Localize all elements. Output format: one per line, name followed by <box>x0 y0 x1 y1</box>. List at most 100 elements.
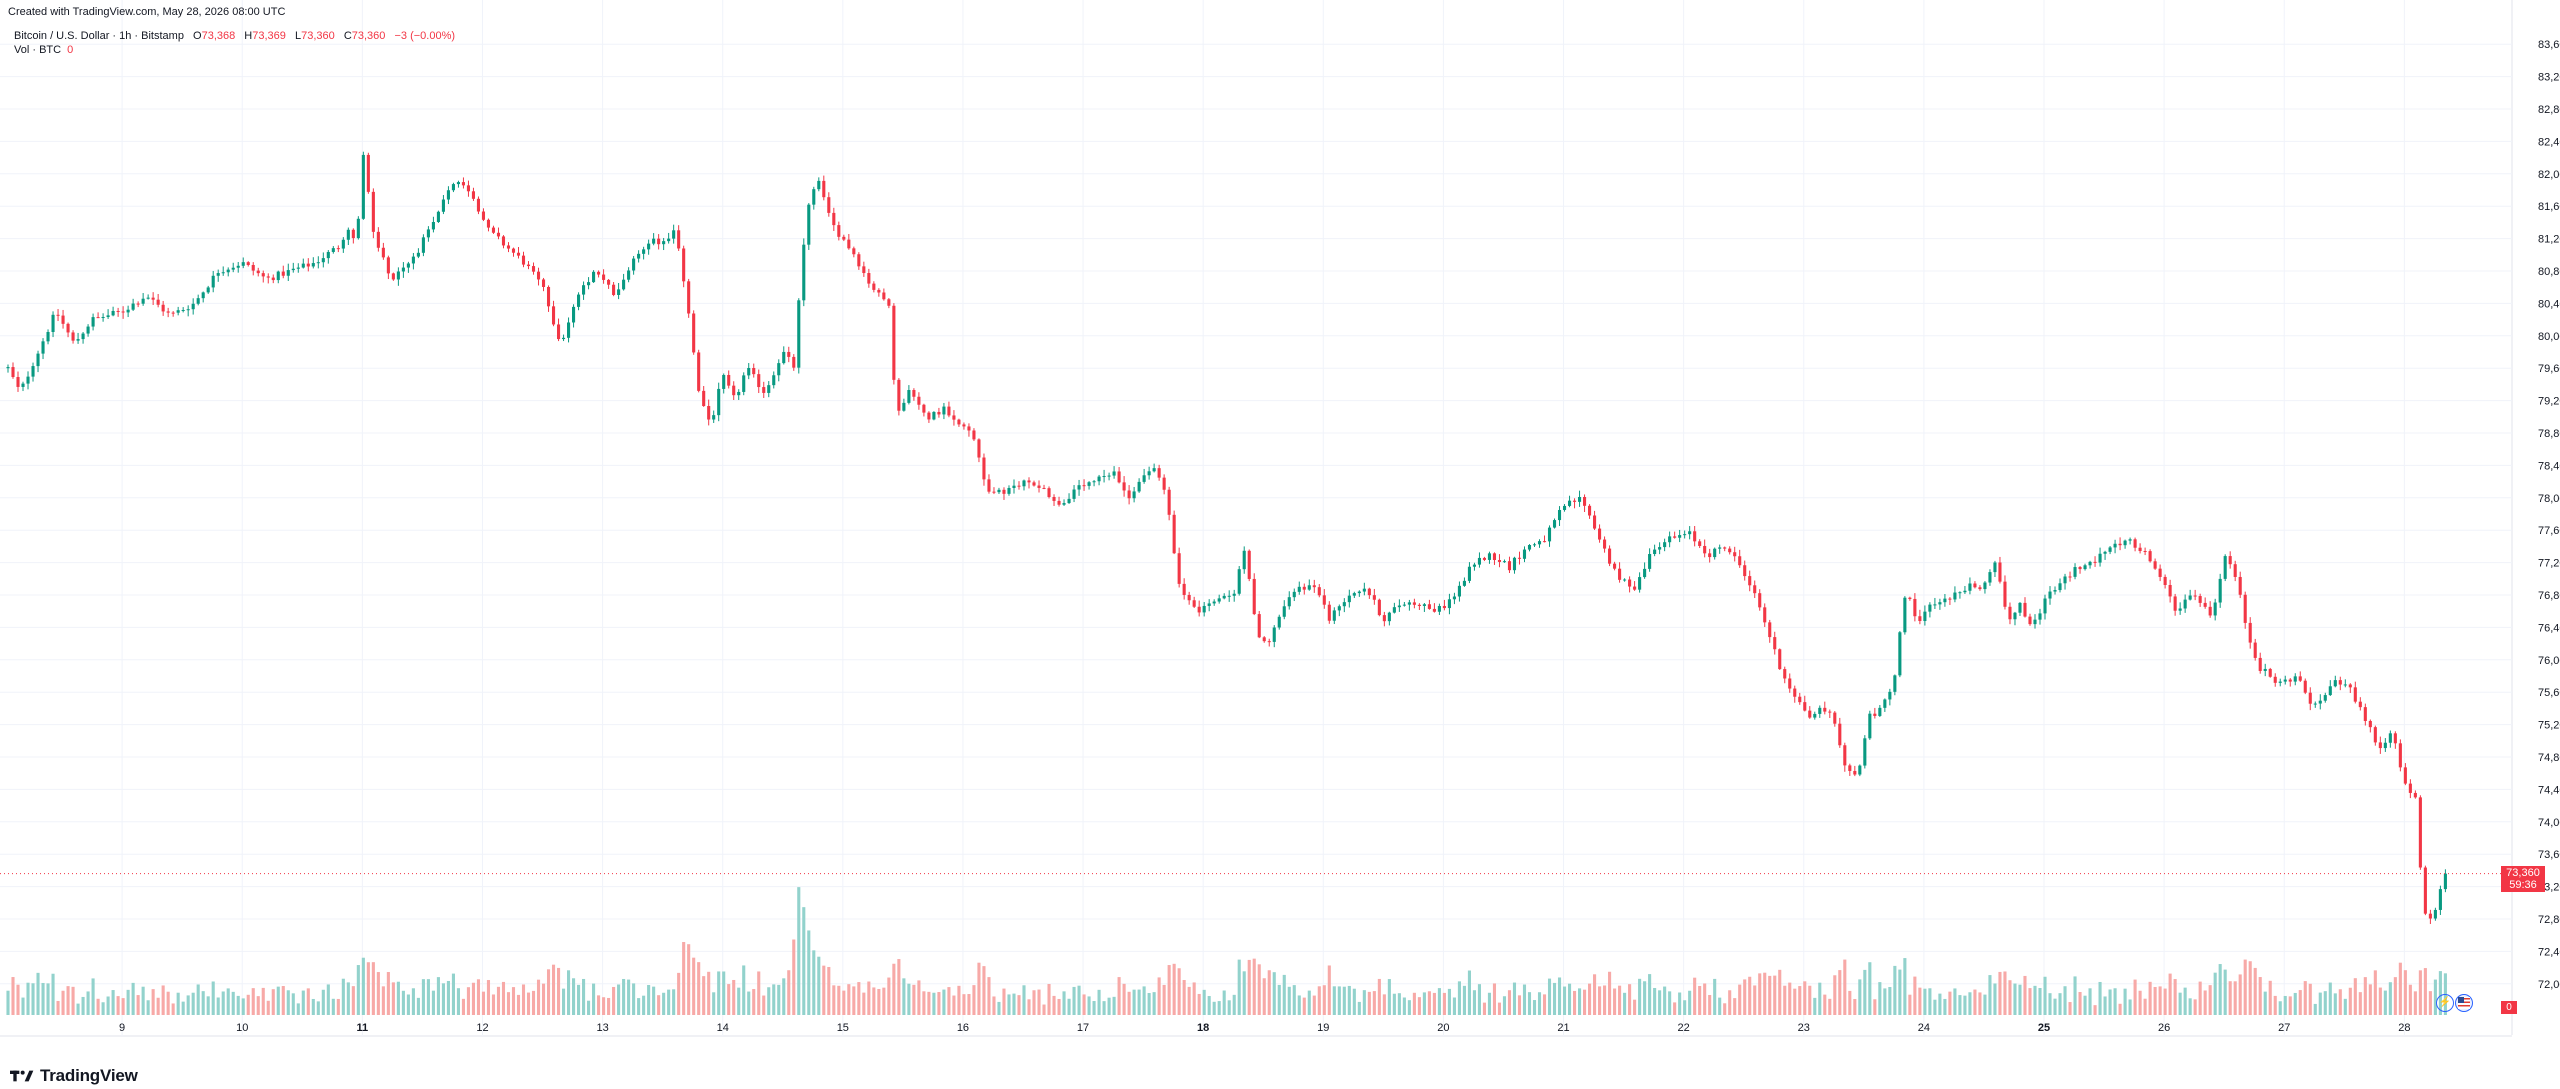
volume-bar <box>2188 998 2192 1015</box>
volume-bar <box>196 984 200 1015</box>
candle-body <box>1537 541 1542 545</box>
candle-body <box>51 314 55 332</box>
volume-bar <box>922 991 926 1015</box>
candle-body <box>602 274 606 280</box>
volume-bar <box>2378 987 2382 1015</box>
volume-bar <box>1027 999 1031 1015</box>
brand-name: TradingView <box>40 1066 138 1085</box>
volume-bar <box>862 992 866 1015</box>
volume-bar <box>2113 988 2117 1015</box>
candle-body <box>852 248 856 255</box>
candle-body <box>1357 591 1361 594</box>
volume-bar <box>1547 978 1552 1015</box>
us-flag-event-icon[interactable] <box>2455 994 2473 1012</box>
candle-body <box>2028 616 2032 625</box>
candle-body <box>1277 616 1281 628</box>
candle-body <box>1312 585 1316 588</box>
candle-body <box>1087 482 1091 486</box>
candle-body <box>607 279 611 285</box>
price-tick-label: 78,400 <box>2538 460 2560 472</box>
price-tick-label: 76,000 <box>2538 655 2560 667</box>
candle-body <box>997 489 1001 493</box>
volume-bar <box>1392 993 1396 1015</box>
candle-body <box>992 491 996 493</box>
candle-body <box>431 221 435 230</box>
candle-body <box>2323 695 2327 701</box>
candle-body <box>712 415 716 420</box>
time-axis[interactable]: 9 10 11 12 13 14 15 16 17 18 19 20 21 22 23 24 25 26 27 28 <box>119 1022 2410 1034</box>
volume-bar <box>1633 999 1637 1015</box>
volume-bar <box>1022 985 1026 1015</box>
volume-bar <box>2013 983 2017 1015</box>
candle-body <box>181 310 185 312</box>
volume-bar <box>912 984 916 1015</box>
candle-body <box>1723 547 1727 549</box>
volume-bar <box>1788 982 1792 1015</box>
volume-bar <box>181 1001 185 1015</box>
volume-bar <box>1588 983 1592 1015</box>
candle-body <box>1567 500 1572 506</box>
candle-body <box>872 283 876 290</box>
lightning-event-icon[interactable]: ⚡ <box>2436 994 2454 1012</box>
volume-bar <box>1492 983 1497 1015</box>
volume-bar <box>516 994 521 1015</box>
volume-bar <box>1758 973 1762 1015</box>
candle-body <box>171 312 175 314</box>
volume-bar <box>531 990 536 1015</box>
volume-title[interactable]: Vol · BTC <box>14 44 62 56</box>
candle-body <box>481 211 486 220</box>
price-axis[interactable]: 72,00072,40072,80073,20073,60074,00074,4… <box>2538 39 2560 991</box>
volume-bar <box>1187 986 1191 1015</box>
candle-body <box>577 294 581 307</box>
volume-bar <box>66 986 70 1015</box>
volume-bar <box>2413 991 2417 1015</box>
volume-bar <box>2068 1002 2072 1015</box>
candle-body <box>1057 500 1061 505</box>
volume-bar <box>1277 984 1281 1015</box>
volume-bar <box>1252 958 1256 1015</box>
candle-body <box>2218 578 2222 603</box>
volume-bar <box>91 978 95 1015</box>
volume-bar <box>1452 997 1456 1015</box>
candle-body <box>1577 496 1582 502</box>
candle-body <box>1427 604 1431 609</box>
candle-body <box>2373 727 2377 743</box>
volume-bar <box>1983 994 1987 1015</box>
candle-body <box>536 271 541 280</box>
candle-body <box>2278 681 2282 683</box>
candle-body <box>777 363 781 376</box>
candle-body <box>2073 567 2077 577</box>
candle-body <box>2023 602 2027 617</box>
candle-body <box>166 311 170 313</box>
volume-bar <box>982 966 986 1015</box>
volume-bar <box>2008 980 2012 1015</box>
volume-bar <box>1873 999 1877 1015</box>
date-tick-label: 16 <box>957 1022 969 1034</box>
candle-body <box>1572 500 1577 502</box>
candle-body <box>1833 712 1837 724</box>
candle-body <box>1002 489 1006 494</box>
symbol-title[interactable]: Bitcoin / U.S. Dollar · 1h · Bitstamp <box>14 30 184 42</box>
volume-bar <box>742 965 746 1015</box>
candle-body <box>251 264 255 271</box>
candle-body <box>461 182 465 186</box>
volume-bar <box>2223 969 2227 1015</box>
volume-bar <box>371 962 375 1015</box>
volume-bar <box>301 990 305 1015</box>
volume-bar <box>2023 975 2027 1015</box>
volume-bar <box>1517 995 1522 1015</box>
volume-bar <box>977 962 981 1015</box>
volume-bar <box>752 989 756 1015</box>
volume-bar <box>1948 991 1952 1015</box>
candle-body <box>2428 913 2432 919</box>
volume-bar <box>1012 993 1016 1015</box>
price-tick-label: 79,200 <box>2538 396 2560 408</box>
legend-volume-row: Vol · BTC 0 <box>14 43 455 57</box>
candle-body <box>632 258 636 271</box>
footer-branding[interactable]: TradingView <box>10 1065 138 1087</box>
volume-bar <box>797 887 801 1015</box>
candle-body <box>511 248 516 253</box>
volume-bar <box>1893 965 1897 1015</box>
candle-body <box>416 252 420 257</box>
